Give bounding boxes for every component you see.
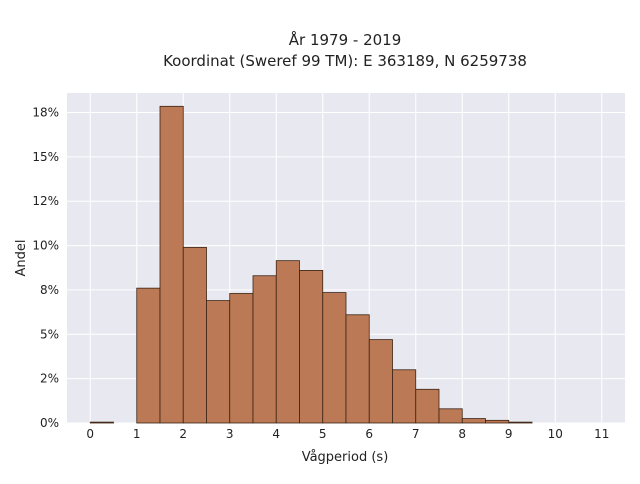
histogram-bar [206,300,231,424]
histogram-bar [368,339,393,424]
histogram-bar [345,314,370,424]
chart-title: År 1979 - 2019 [289,30,402,49]
y-tick-label: 5% [40,327,59,341]
y-tick-label: 10% [32,239,59,253]
histogram-bar [89,421,114,424]
tick-layer: 0 1 2 3 4 5 6 7 8 9 10 11 0% 2% 5% 8% 10% 12% 15% 18% [32,106,609,441]
bar-layer [89,105,533,424]
x-tick-label: 7 [412,427,420,441]
y-tick-label: 8% [40,283,59,297]
y-axis-label: Andel [14,240,29,277]
histogram-bar [299,270,324,424]
histogram-bar [159,105,184,424]
histogram-bar [229,293,254,424]
y-tick-label: 18% [32,106,59,120]
x-tick-label: 10 [548,427,563,441]
x-tick-label: 1 [133,427,141,441]
histogram-bar [252,275,277,424]
chart-subtitle: Koordinat (Sweref 99 TM): E 363189, N 62… [163,52,527,70]
histogram-bar [438,408,463,424]
x-tick-label: 0 [86,427,94,441]
x-tick-label: 8 [458,427,466,441]
histogram-bar [461,418,486,424]
y-tick-label: 2% [40,372,59,386]
x-tick-label: 11 [594,427,609,441]
y-tick-label: 12% [32,194,59,208]
x-tick-label: 9 [505,427,513,441]
histogram-bar [322,292,347,424]
x-tick-label: 5 [319,427,327,441]
histogram-bar [136,287,161,424]
x-tick-label: 3 [226,427,234,441]
histogram-bar [508,421,533,424]
x-axis-label: Vågperiod (s) [302,450,389,465]
histogram-bar [392,369,417,424]
histogram-bar [485,419,510,424]
histogram-bar [275,260,300,424]
y-tick-label: 0% [40,416,59,430]
x-tick-label: 2 [179,427,187,441]
x-tick-label: 4 [272,427,280,441]
histogram-bar [182,246,207,424]
histogram-bar [415,388,440,424]
y-tick-label: 15% [32,150,59,164]
x-tick-label: 6 [365,427,373,441]
